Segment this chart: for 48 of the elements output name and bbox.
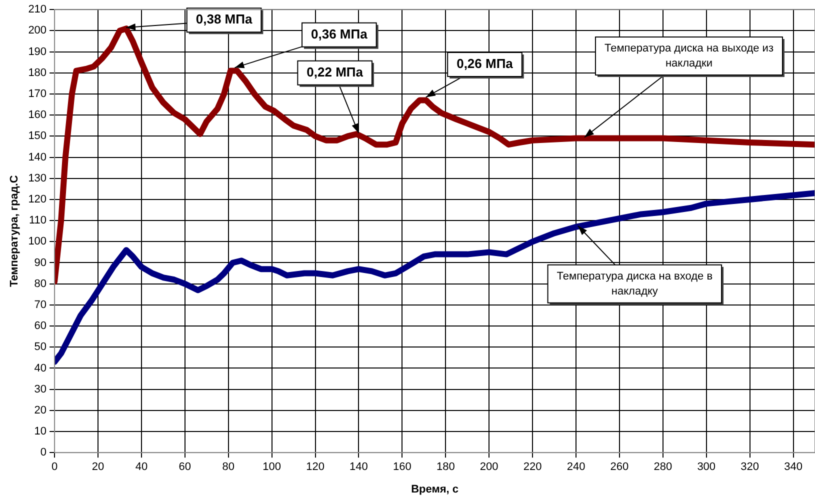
y-tick-label: 50 bbox=[34, 341, 47, 354]
annotation: Температура диска на входе в накладку bbox=[556, 270, 713, 298]
y-tick-label: 0 bbox=[40, 446, 47, 459]
x-tick-label: 120 bbox=[306, 461, 324, 474]
x-tick-label: 300 bbox=[697, 461, 716, 474]
y-tick-label: 90 bbox=[34, 256, 47, 269]
y-tick-label: 180 bbox=[28, 66, 47, 79]
x-tick-label: 220 bbox=[523, 461, 542, 474]
x-tick-label: 80 bbox=[222, 461, 234, 474]
y-tick-label: 130 bbox=[28, 172, 47, 184]
annotation: 0,36 МПа bbox=[311, 26, 368, 42]
y-tick-label: 20 bbox=[34, 404, 47, 416]
x-tick-label: 260 bbox=[610, 461, 629, 474]
y-tick-label: 170 bbox=[28, 88, 47, 100]
y-tick-label: 70 bbox=[34, 298, 47, 311]
y-tick-label: 190 bbox=[28, 46, 47, 58]
y-tick-label: 30 bbox=[34, 383, 47, 396]
y-tick-label: 120 bbox=[28, 193, 47, 206]
x-tick-label: 140 bbox=[350, 461, 368, 474]
annotation: 0,38 МПа bbox=[196, 12, 253, 27]
x-tick-label: 320 bbox=[740, 461, 759, 474]
x-tick-label: 60 bbox=[178, 461, 192, 474]
x-tick-label: 340 bbox=[784, 461, 802, 474]
x-axis-title: Время, с bbox=[411, 483, 458, 496]
y-tick-label: 60 bbox=[34, 320, 47, 332]
x-tick-label: 200 bbox=[480, 461, 498, 474]
x-tick-label: 240 bbox=[566, 461, 586, 474]
y-tick-label: 160 bbox=[28, 109, 47, 122]
x-tick-label: 20 bbox=[92, 461, 104, 474]
y-tick-label: 80 bbox=[34, 278, 47, 290]
y-tick-label: 100 bbox=[28, 236, 47, 248]
x-tick-label: 0 bbox=[51, 461, 58, 474]
y-tick-label: 140 bbox=[28, 151, 47, 164]
x-tick-label: 100 bbox=[262, 461, 282, 474]
y-axis-title: Температура, град.С bbox=[8, 175, 21, 288]
x-tick-label: 180 bbox=[436, 461, 455, 474]
y-tick-label: 210 bbox=[28, 4, 47, 16]
y-tick-label: 150 bbox=[28, 130, 47, 142]
y-tick-label: 40 bbox=[34, 362, 47, 374]
x-tick-label: 160 bbox=[393, 461, 412, 474]
annotation: 0,22 МПа bbox=[306, 64, 364, 80]
y-tick-label: 110 bbox=[29, 214, 47, 227]
y-tick-label: 200 bbox=[28, 24, 47, 37]
annotation: Температура диска на выходе из накладки bbox=[604, 42, 774, 70]
x-tick-label: 280 bbox=[654, 461, 672, 474]
annotation: 0,26 МПа bbox=[456, 56, 514, 72]
x-tick-label: 40 bbox=[135, 461, 148, 474]
y-tick-label: 10 bbox=[34, 426, 47, 438]
